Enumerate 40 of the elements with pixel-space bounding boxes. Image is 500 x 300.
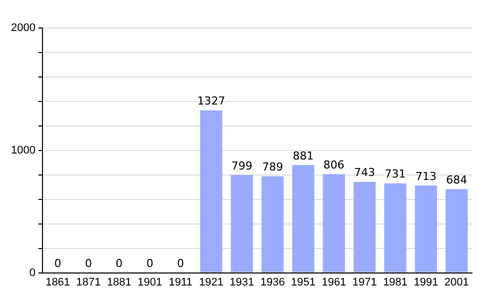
x-tick-label: 1921 xyxy=(198,276,224,288)
data-label: 0 xyxy=(146,257,154,270)
data-label: 1327 xyxy=(197,94,226,108)
data-label: 881 xyxy=(292,149,314,162)
x-tick-label: 1936 xyxy=(260,276,285,288)
data-label: 0 xyxy=(54,257,62,270)
bar xyxy=(322,174,345,272)
data-label: 743 xyxy=(354,166,376,180)
y-tick-label: 2000 xyxy=(10,22,36,34)
bar xyxy=(262,176,284,272)
data-label: 0 xyxy=(177,257,184,270)
x-tick-label: 1871 xyxy=(76,276,101,288)
bar xyxy=(446,189,468,272)
x-tick-label: 1991 xyxy=(414,276,438,288)
x-tick-label: 1971 xyxy=(352,276,377,288)
bar xyxy=(292,164,314,272)
y-tick-label: 0 xyxy=(29,266,36,279)
data-label: 789 xyxy=(262,160,284,174)
bar xyxy=(414,186,438,272)
bar xyxy=(354,182,376,272)
x-tick-label: 1961 xyxy=(322,276,346,288)
x-tick-label: 1931 xyxy=(230,276,254,288)
bar xyxy=(384,183,406,272)
x-tick-label: 2001 xyxy=(444,276,469,288)
x-tick-label: 1901 xyxy=(138,276,162,288)
data-label: 806 xyxy=(323,158,344,172)
x-tick-label: 1881 xyxy=(106,276,132,288)
data-label: 799 xyxy=(231,159,252,172)
bar xyxy=(200,110,222,272)
data-label: 0 xyxy=(116,257,123,270)
x-tick-label: 1861 xyxy=(46,276,70,288)
data-label: 713 xyxy=(415,170,436,183)
data-label: 684 xyxy=(446,173,468,186)
x-tick-label: 1981 xyxy=(383,276,408,288)
data-label: 0 xyxy=(84,257,92,270)
x-tick-label: 1911 xyxy=(168,276,192,288)
bar xyxy=(230,175,253,272)
y-tick-label: 1000 xyxy=(10,144,36,156)
x-tick-label: 1951 xyxy=(291,276,316,288)
data-label: 731 xyxy=(384,168,406,181)
